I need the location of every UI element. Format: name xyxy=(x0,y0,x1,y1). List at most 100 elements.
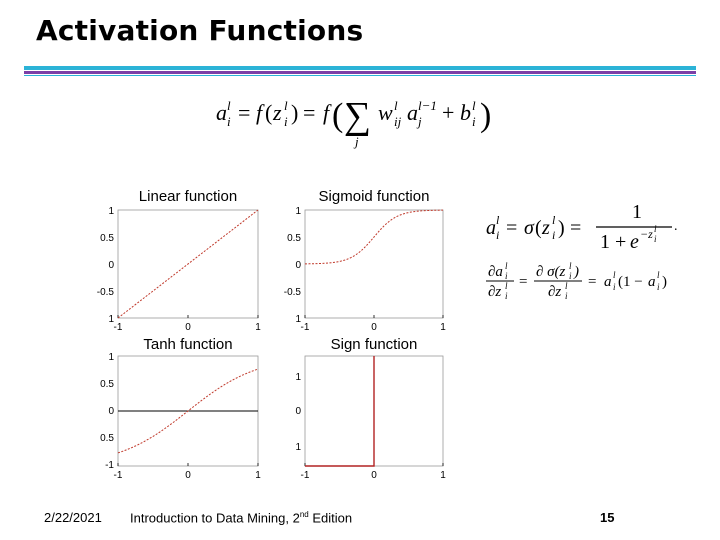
footer-text: Introduction to Data Mining, 2 xyxy=(130,510,300,526)
svg-text:): ) xyxy=(662,274,667,290)
svg-text:i: i xyxy=(613,282,616,292)
svg-text:1: 1 xyxy=(632,201,642,223)
svg-text:l: l xyxy=(505,261,508,271)
y-tick-label: 1 xyxy=(108,206,114,217)
title-rule-purple xyxy=(24,71,696,74)
y-tick-label: 0 xyxy=(295,260,301,271)
y-tick-label: 0 xyxy=(108,406,114,417)
y-tick-label: 1 xyxy=(295,314,301,325)
svg-text:): ) xyxy=(558,217,565,239)
svg-text:(: ( xyxy=(332,97,343,134)
svg-text:+: + xyxy=(442,100,454,125)
svg-text:l: l xyxy=(569,261,572,271)
svg-text:∂a: ∂a xyxy=(488,264,503,280)
svg-text:∑: ∑ xyxy=(344,95,371,137)
svg-text:a: a xyxy=(407,100,418,125)
title-rule-thin xyxy=(24,75,696,76)
svg-text:1 +: 1 + xyxy=(600,231,626,253)
title-rule-cyan xyxy=(24,66,696,70)
svg-text:=: = xyxy=(303,100,315,125)
y-tick-label: 0 xyxy=(295,406,301,417)
svg-text:(1 −: (1 − xyxy=(618,274,643,290)
svg-text:ij: ij xyxy=(394,114,402,129)
svg-text:=: = xyxy=(238,100,250,125)
svg-text:=: = xyxy=(519,274,527,290)
svg-text:i: i xyxy=(505,271,508,281)
x-tick-label: 1 xyxy=(255,322,261,333)
svg-text:a: a xyxy=(648,274,656,290)
svg-text:z: z xyxy=(272,100,282,125)
x-tick-label: 1 xyxy=(440,470,446,481)
svg-text:f: f xyxy=(323,100,332,125)
y-tick-label: 0 xyxy=(108,260,114,271)
svg-text:=: = xyxy=(588,274,596,290)
svg-text:i: i xyxy=(505,291,508,301)
y-tick-label: 0.5 xyxy=(100,379,114,390)
svg-text:(: ( xyxy=(535,217,542,239)
y-tick-label: 0.5 xyxy=(100,233,114,244)
svg-text:l: l xyxy=(505,281,508,291)
y-tick-label: 1 xyxy=(295,442,301,453)
y-tick-label: 0.5 xyxy=(287,233,301,244)
page-number: 15 xyxy=(600,510,615,525)
y-tick-label: 1 xyxy=(295,206,301,217)
svg-text:l: l xyxy=(552,213,556,227)
svg-text:=: = xyxy=(506,217,517,239)
svg-text:b: b xyxy=(460,100,471,125)
svg-text:z: z xyxy=(541,217,550,239)
x-tick-label: -1 xyxy=(301,470,310,481)
y-tick-label: -0.5 xyxy=(97,287,115,298)
svg-text:j: j xyxy=(416,114,422,129)
slide-title: Activation Functions xyxy=(36,14,364,47)
main-formula: a l i = f ( z l i ) = f ( ∑ j w l ij a l… xyxy=(216,95,491,149)
svg-text:i: i xyxy=(569,271,572,281)
y-tick-label: 1 xyxy=(295,372,301,383)
plot-panel-4: Sign function 1 0 1 -1 0 1 xyxy=(295,336,446,481)
x-tick-label: -1 xyxy=(114,470,123,481)
svg-text:j: j xyxy=(353,134,359,149)
x-tick-label: 1 xyxy=(255,470,261,481)
sigmoid-definition-formula: a l i = σ ( z l i ) = 1 1 + e −z l i . xyxy=(486,201,678,253)
sign-curve xyxy=(305,356,375,467)
plot-panel-3: Tanh function 1 0.5 0 0.5 -1-1 0 1 xyxy=(100,336,261,481)
svg-text:σ: σ xyxy=(524,217,535,239)
svg-text:i: i xyxy=(565,291,568,301)
plot-title: Linear function xyxy=(139,188,237,205)
footer-text-end: Edition xyxy=(308,510,353,526)
plot-title: Sigmoid function xyxy=(319,188,430,205)
svg-text:−z: −z xyxy=(640,227,653,241)
svg-text:l−1: l−1 xyxy=(418,98,437,113)
svg-text:a: a xyxy=(486,217,496,239)
svg-text:): ) xyxy=(291,100,298,125)
svg-text:l: l xyxy=(654,224,657,234)
svg-text:a: a xyxy=(604,274,612,290)
footer-superscript: nd xyxy=(299,510,309,519)
svg-text:i: i xyxy=(472,114,476,129)
svg-text:l: l xyxy=(472,98,476,113)
svg-text:=: = xyxy=(570,217,581,239)
x-tick-label: 0 xyxy=(371,470,377,481)
x-tick-label: 0 xyxy=(185,470,191,481)
svg-text:l: l xyxy=(394,98,398,113)
svg-text:e: e xyxy=(630,231,639,253)
svg-text:a: a xyxy=(216,100,227,125)
y-tick-label: -1 xyxy=(105,460,114,471)
svg-text:l: l xyxy=(496,213,500,227)
activation-curve xyxy=(304,209,444,265)
x-tick-label: 0 xyxy=(185,322,191,333)
svg-text:(: ( xyxy=(265,100,272,125)
y-tick-label: -0.5 xyxy=(284,287,302,298)
svg-text:i: i xyxy=(227,114,231,129)
svg-text:i: i xyxy=(657,282,660,292)
svg-text:∂z: ∂z xyxy=(488,284,501,300)
x-tick-label: -1 xyxy=(301,322,310,333)
svg-text:l: l xyxy=(565,281,568,291)
svg-text:f: f xyxy=(256,100,265,125)
x-tick-label: -1 xyxy=(114,322,123,333)
svg-text:l: l xyxy=(613,270,616,280)
svg-text:l: l xyxy=(657,270,660,280)
svg-text:l: l xyxy=(227,98,231,113)
y-tick-label: 1 xyxy=(108,352,114,363)
